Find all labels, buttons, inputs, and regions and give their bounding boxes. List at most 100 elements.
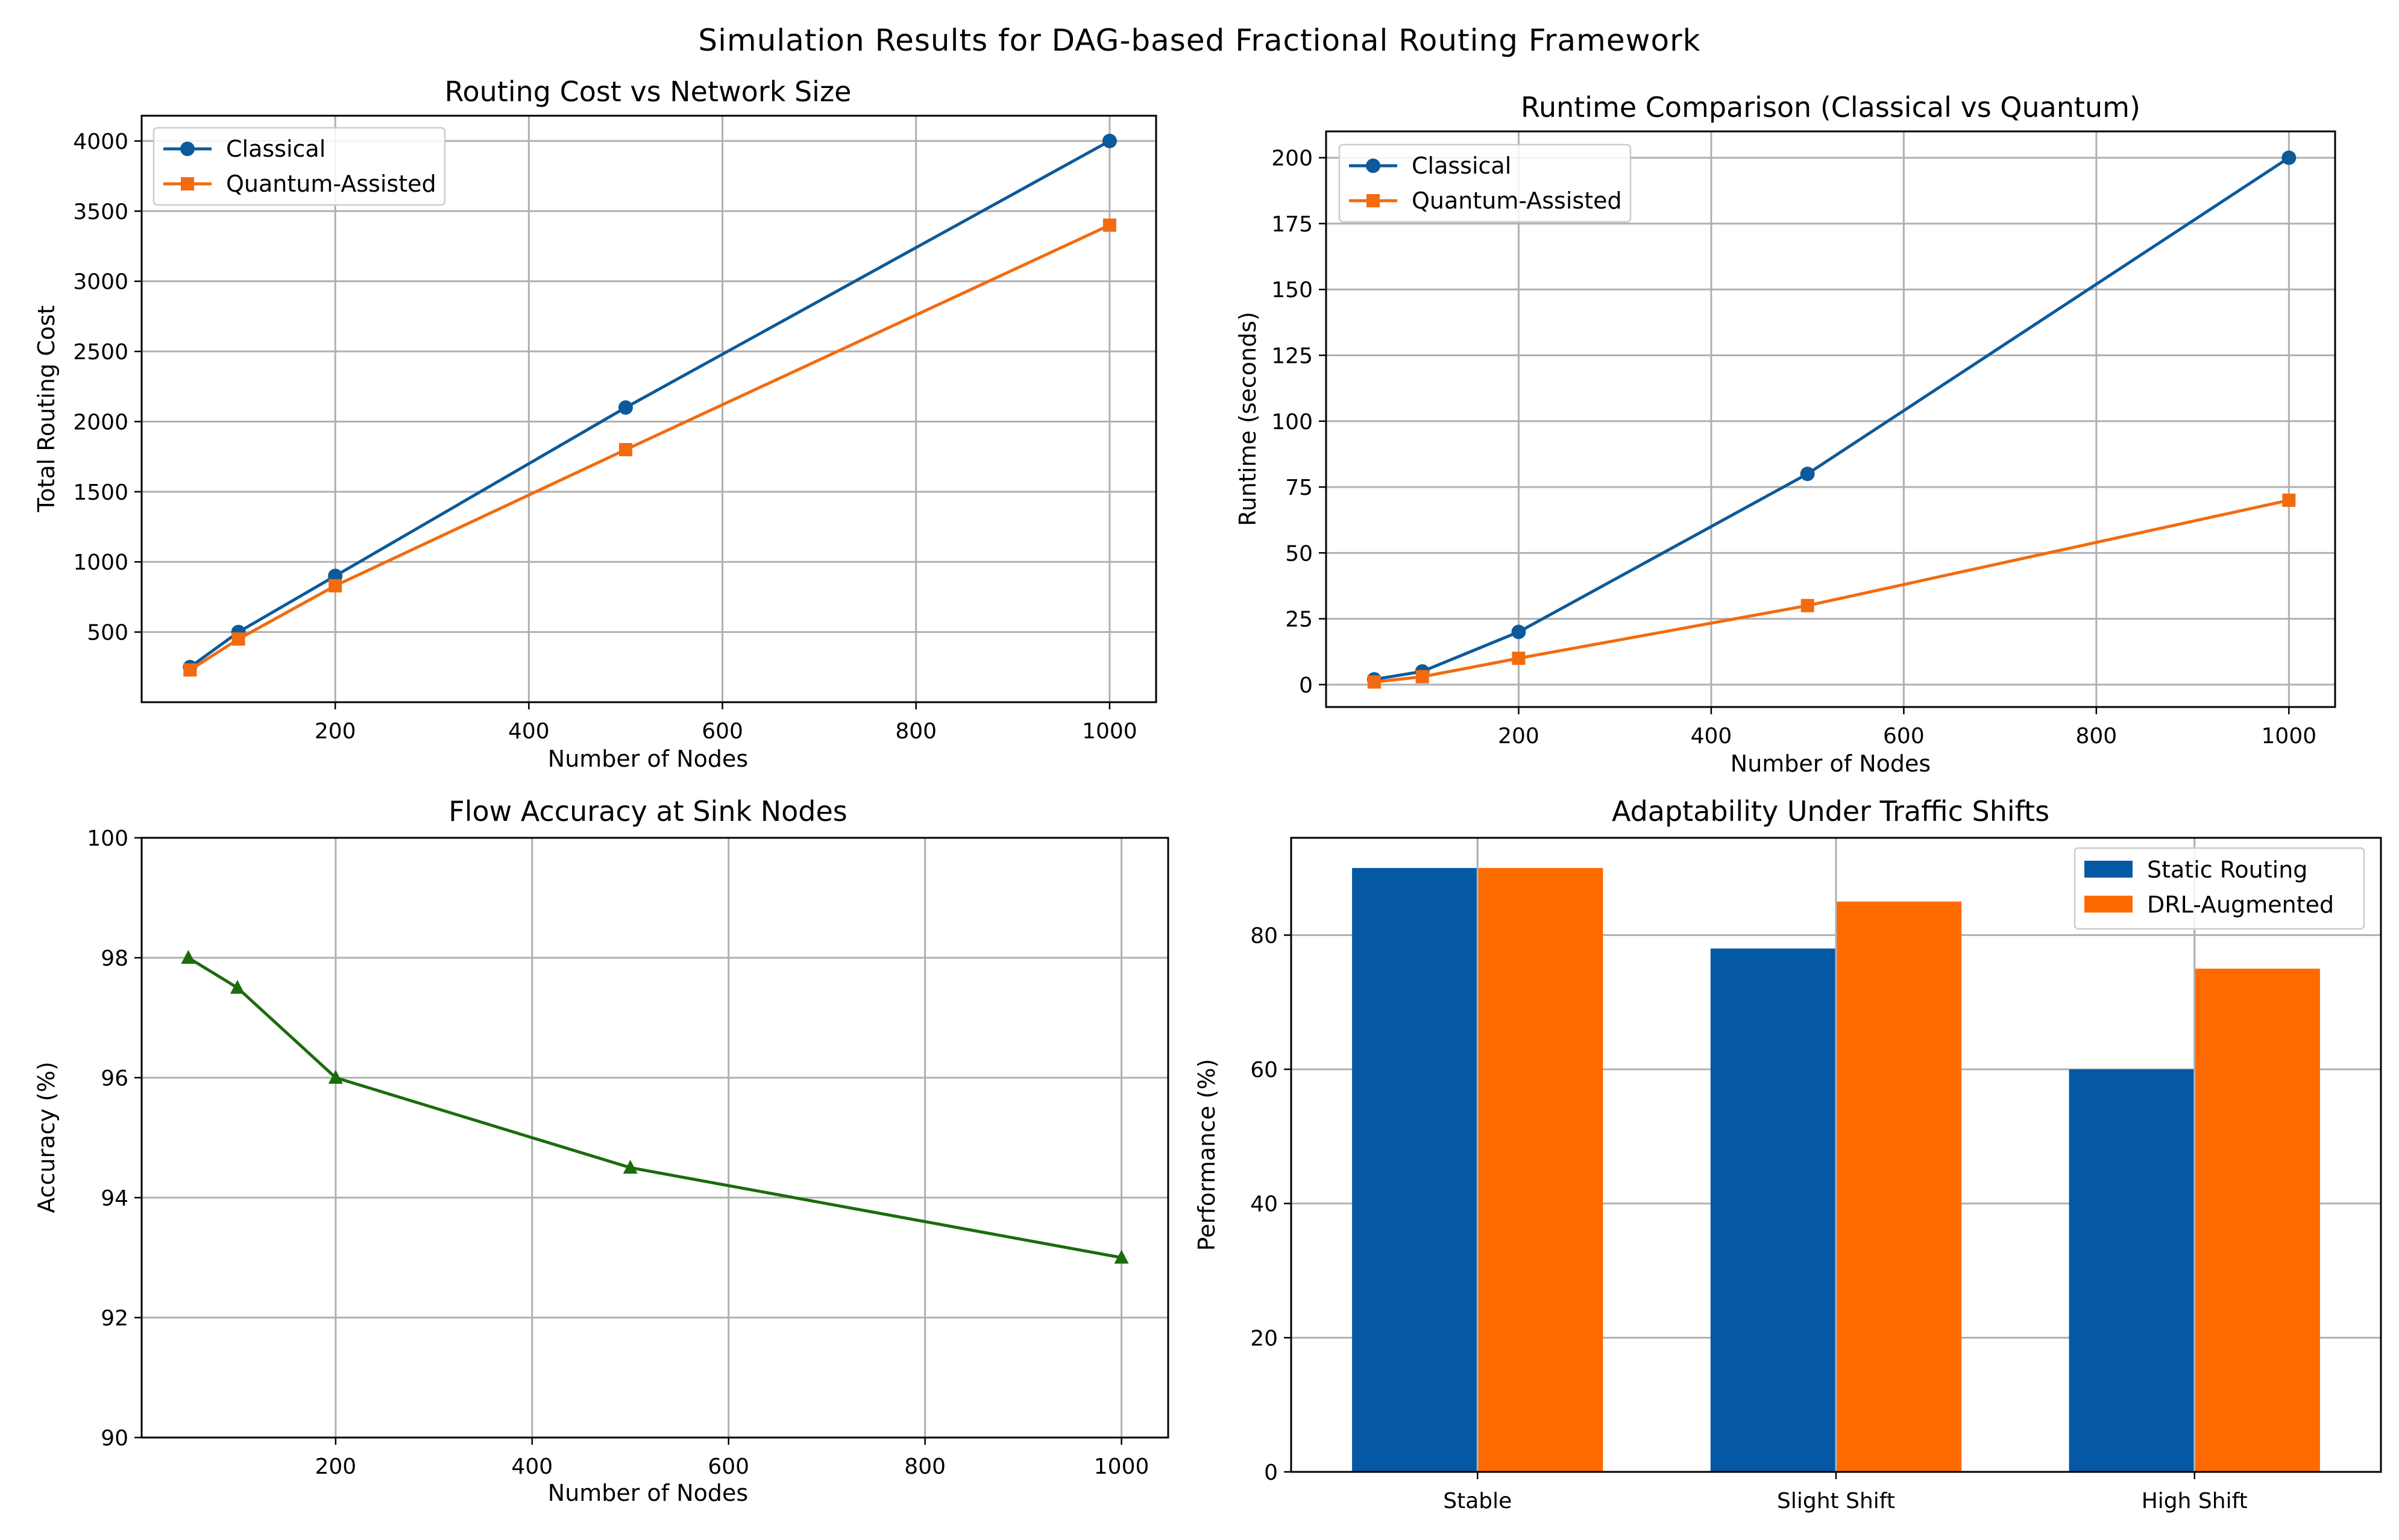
x-tick-label: 1000 bbox=[1094, 1454, 1149, 1479]
data-point bbox=[2281, 150, 2297, 165]
legend-swatch bbox=[2084, 896, 2133, 913]
y-tick-label: 1500 bbox=[73, 480, 128, 505]
data-point bbox=[1114, 1249, 1129, 1264]
y-tick-label: 500 bbox=[87, 621, 128, 646]
data-point bbox=[1415, 670, 1429, 684]
data-point bbox=[623, 1160, 638, 1174]
bar-1-3 bbox=[2069, 1069, 2195, 1472]
x-tick-label: 200 bbox=[1498, 724, 1539, 749]
x-axis-label: Number of Nodes bbox=[1731, 750, 1931, 777]
legend-marker bbox=[180, 142, 195, 156]
legend-label: Static Routing bbox=[2147, 856, 2307, 883]
y-tick-label: 94 bbox=[101, 1186, 128, 1211]
y-tick-label: 25 bbox=[1285, 608, 1313, 632]
y-axis-label: Accuracy (%) bbox=[33, 1061, 60, 1213]
x-tick-label: Slight Shift bbox=[1777, 1489, 1895, 1513]
x-tick-label: Stable bbox=[1443, 1489, 1512, 1513]
axes-frame bbox=[1290, 837, 2382, 1473]
x-tick-label: 1000 bbox=[2262, 724, 2317, 749]
data-point bbox=[231, 632, 245, 646]
bar-1-2 bbox=[1710, 948, 1836, 1472]
x-tick-label: 200 bbox=[315, 1454, 356, 1479]
data-point bbox=[1800, 599, 1814, 612]
legend-label: Quantum-Assisted bbox=[226, 171, 436, 197]
data-point bbox=[230, 979, 245, 994]
y-tick-label: 90 bbox=[101, 1426, 128, 1451]
x-tick-label: 1000 bbox=[1082, 719, 1137, 744]
legend: Classical Quantum-Assisted bbox=[1338, 143, 1632, 223]
chart-panel-4: Adaptability Under Traffic Shifts Perform… bbox=[1193, 795, 2382, 1513]
legend-marker bbox=[1366, 194, 1380, 207]
data-point bbox=[181, 950, 196, 964]
y-tick-label: 150 bbox=[1271, 278, 1313, 303]
y-tick-label: 20 bbox=[1250, 1326, 1278, 1351]
bar-2-1 bbox=[1477, 868, 1603, 1472]
y-tick-label: 40 bbox=[1250, 1192, 1278, 1217]
y-tick-label: 92 bbox=[101, 1306, 128, 1331]
y-tick-label: 75 bbox=[1285, 476, 1313, 500]
y-tick-label: 100 bbox=[87, 826, 128, 851]
legend-label: Classical bbox=[226, 136, 325, 162]
legend-label: DRL-Augmented bbox=[2147, 891, 2334, 918]
x-tick-label: 400 bbox=[511, 1454, 553, 1479]
chart-panel-2: Runtime Comparison (Classical vs Quantum… bbox=[1234, 91, 2336, 777]
data-point bbox=[2282, 493, 2296, 507]
series-line-2 bbox=[1374, 498, 2289, 684]
legend-label: Quantum-Assisted bbox=[1412, 187, 1622, 214]
data-point bbox=[1511, 624, 1526, 640]
legend: Static Routing DRL-Augmented bbox=[2074, 847, 2365, 930]
y-tick-label: 0 bbox=[1264, 1460, 1278, 1485]
axes-frame bbox=[140, 837, 1169, 1439]
legend-swatch bbox=[2084, 861, 2133, 878]
legend-box bbox=[152, 127, 446, 206]
x-tick-label: 600 bbox=[708, 1454, 749, 1479]
chart-title: Adaptability Under Traffic Shifts bbox=[1612, 795, 2049, 828]
data-point bbox=[329, 579, 342, 592]
legend-box bbox=[2074, 847, 2365, 930]
x-axis-label: Number of Nodes bbox=[548, 1480, 748, 1506]
x-tick-label: 800 bbox=[895, 719, 937, 744]
y-tick-label: 200 bbox=[1271, 146, 1313, 171]
data-point bbox=[328, 1070, 343, 1084]
y-tick-label: 3500 bbox=[73, 200, 128, 224]
bar-2-3 bbox=[2194, 969, 2320, 1472]
y-tick-label: 2500 bbox=[73, 340, 128, 365]
bar-2-2 bbox=[1836, 901, 1962, 1472]
y-tick-label: 100 bbox=[1271, 410, 1313, 435]
legend-box bbox=[1338, 143, 1632, 223]
series-line-1 bbox=[187, 956, 1122, 1259]
x-tick-label: 400 bbox=[1691, 724, 1732, 749]
y-tick-label: 4000 bbox=[73, 130, 128, 154]
chart-title: Runtime Comparison (Classical vs Quantum… bbox=[1521, 91, 2140, 124]
chart-panel-3: Flow Accuracy at Sink Nodes Number of Nod… bbox=[33, 795, 1169, 1506]
data-point bbox=[1800, 467, 1815, 482]
data-point bbox=[1512, 652, 1526, 665]
legend-marker bbox=[1366, 159, 1380, 173]
x-axis-label: Number of Nodes bbox=[548, 746, 748, 772]
legend-marker bbox=[181, 177, 194, 190]
data-point bbox=[1102, 133, 1117, 148]
y-tick-label: 0 bbox=[1299, 673, 1313, 698]
bar-1-1 bbox=[1352, 868, 1478, 1472]
y-tick-label: 3000 bbox=[73, 270, 128, 295]
y-tick-label: 98 bbox=[101, 946, 128, 971]
series-line-2 bbox=[189, 224, 1110, 671]
chart-panel-1: Routing Cost vs Network Size Number of No… bbox=[33, 75, 1157, 772]
x-tick-label: 800 bbox=[2076, 724, 2118, 749]
y-axis-label: Runtime (seconds) bbox=[1234, 312, 1261, 526]
x-tick-label: 200 bbox=[315, 719, 356, 744]
x-tick-label: 600 bbox=[702, 719, 743, 744]
y-axis-label: Performance (%) bbox=[1193, 1059, 1220, 1251]
chart-title: Routing Cost vs Network Size bbox=[445, 75, 852, 108]
legend: Classical Quantum-Assisted bbox=[152, 127, 446, 206]
axes-frame bbox=[1325, 130, 2336, 708]
data-point bbox=[618, 443, 632, 457]
y-tick-label: 125 bbox=[1271, 344, 1313, 369]
data-point bbox=[183, 663, 197, 677]
data-point bbox=[1102, 218, 1116, 232]
data-point bbox=[618, 400, 633, 415]
y-axis-label: Total Routing Cost bbox=[33, 305, 60, 512]
y-tick-label: 50 bbox=[1285, 541, 1313, 566]
legend-label: Classical bbox=[1412, 152, 1511, 179]
x-tick-label: 400 bbox=[508, 719, 550, 744]
